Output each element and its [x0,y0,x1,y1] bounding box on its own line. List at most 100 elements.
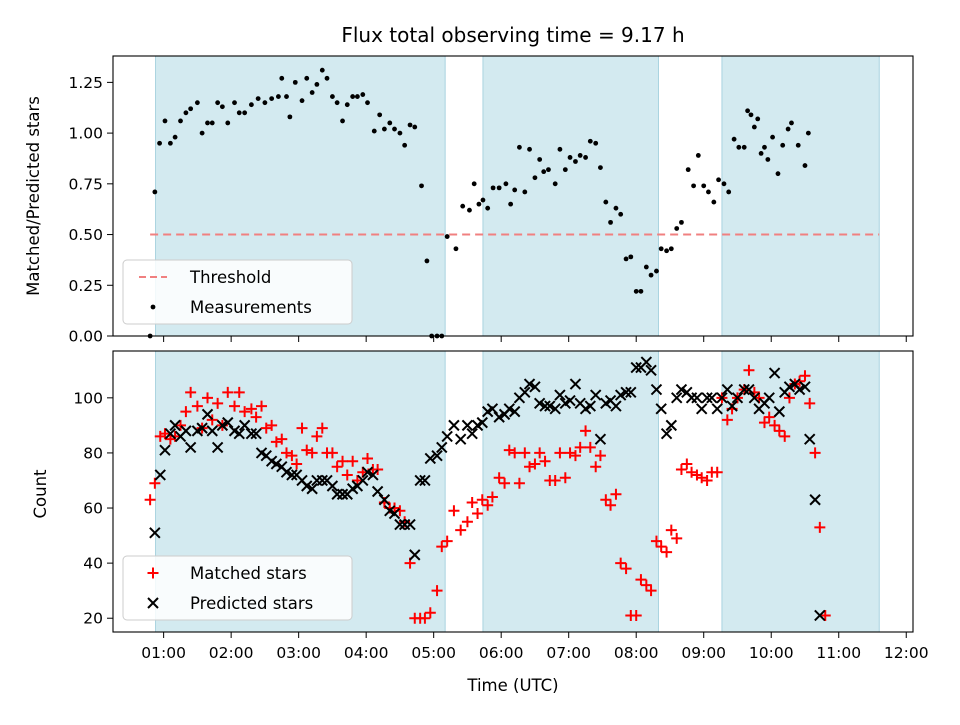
y-tick-label: 1.00 [68,125,103,143]
observing-window [721,350,880,633]
measurements-point [532,175,538,181]
predicted-stars-point [378,494,391,506]
measurements-point [745,108,750,114]
predicted-stars-point [371,485,384,498]
observing-window [721,55,880,337]
legend-box [122,259,353,325]
measurements-point [593,140,599,146]
matched-stars-point [779,430,791,442]
measurements-point [467,207,472,213]
matched-stars-point [372,463,384,475]
measurements-point [587,138,593,144]
measurements-point [407,122,413,128]
measurements-point [567,155,573,160]
measurements-point [802,163,808,168]
measurements-point [279,75,285,81]
matched-stars-point [424,607,436,619]
predicted-stars-point [519,386,531,399]
predicted-stars-point [589,389,602,401]
measurements-point [392,126,397,132]
predicted-stars-point [503,403,515,415]
measurements-point [731,136,737,142]
measurements-point [172,134,178,140]
measurements-point [387,120,393,126]
matched-stars-point [610,488,622,500]
predicted-stars-point [466,427,478,440]
matched-stars-point [640,579,652,591]
measurements-point [485,205,491,211]
predicted-stars-point [584,400,597,412]
matched-stars-point [645,585,657,597]
predicted-stars-point [394,518,406,531]
matched-stars-point [529,458,541,470]
measurements-point [262,100,268,106]
predicted-stars-point [216,419,229,432]
matched-stars-point [655,541,667,553]
predicted-stars-point [476,416,488,429]
matched-stars-point [569,450,581,462]
measurements-point [167,140,173,146]
legend-label: Threshold [189,268,271,287]
measurements-point [785,126,791,132]
y-tick-label: 1.25 [68,74,103,92]
measurements-point [496,185,502,191]
measurements-point [780,142,786,148]
measurements-point [758,150,764,156]
matched-stars-point [476,494,488,506]
predicted-stars-point [404,518,416,531]
measurements-point [795,142,801,148]
predicted-stars-point [409,549,421,561]
matched-stars-point [331,461,343,473]
measurements-point [490,185,496,191]
measurements-point [508,201,514,207]
predicted-stars-point [748,392,761,404]
matched-stars-point [711,466,723,478]
matched-stars-point [499,477,511,489]
predicted-stars-point [154,469,166,481]
y-tick-label: 0.50 [68,226,103,244]
x-axis-label: Time (UTC) [466,676,558,695]
predicted-stars-point [671,392,683,404]
predicted-stars-point [614,389,627,401]
measurements-point [309,90,315,95]
matched-stars-point [441,535,453,547]
matched-stars-point [337,455,349,467]
predicted-stars-point [721,383,734,396]
x-tick-label: 01:00 [141,644,186,662]
y-tick-label: 0.75 [68,175,103,193]
matched-stars-point [180,406,192,418]
x-tick-label: 08:00 [614,644,659,662]
y-tick-label: 40 [83,555,103,573]
matched-stars-point [436,541,448,553]
matched-stars-point [539,455,551,467]
measurements-point [770,134,775,140]
matched-stars-point [175,419,187,431]
predicted-stars-point [665,419,678,432]
predicted-stars-point [625,386,637,399]
measurements-point [344,102,350,108]
matched-stars-point [769,419,781,431]
measurements-point [701,183,707,189]
predicted-stars-point [159,444,171,456]
measurements-point [623,256,629,262]
matched-stars-point [455,524,467,536]
predicted-stars-point [549,403,561,415]
measurements-point [517,144,522,150]
measurements-point [736,144,742,150]
measurements-point [648,272,654,278]
measurements-point [178,118,183,124]
y-tick-label: 0.00 [68,328,103,346]
predicted-stars-point [799,381,811,393]
predicted-stars-point [301,480,313,492]
x-tick-label: 09:00 [681,644,726,662]
measurements-point [330,94,335,99]
x-tick-label: 03:00 [276,644,321,662]
matched-stars-point [580,425,592,437]
measurements-point [402,142,408,148]
measurements-point [552,181,558,187]
predicted-stars-point [655,403,667,415]
measurements-point [674,226,680,231]
predicted-stars-point [436,441,448,454]
measurements-point [527,146,532,152]
matched-stars-point [431,585,443,597]
